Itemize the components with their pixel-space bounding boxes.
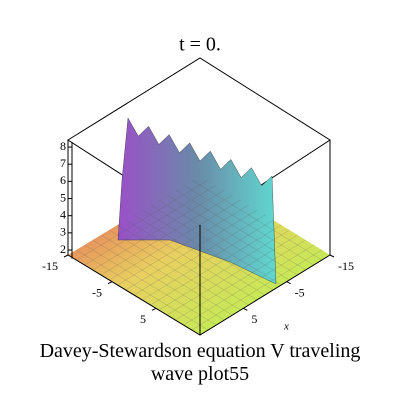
mesh-line xyxy=(158,199,290,281)
z-tick-label: 3 xyxy=(60,225,66,239)
x-tick xyxy=(243,307,248,311)
mesh-line xyxy=(175,189,306,271)
mesh-line xyxy=(175,239,306,321)
z-tick-label: 6 xyxy=(60,173,66,187)
surface-mesh xyxy=(76,179,322,331)
mesh-line xyxy=(191,249,322,331)
x-tick xyxy=(329,254,335,258)
mesh-line xyxy=(150,224,282,306)
y-tick xyxy=(151,307,157,311)
y-tick-label: 5 xyxy=(140,312,146,326)
y-tick-label: -15 xyxy=(42,259,58,273)
z-tick-label: 7 xyxy=(60,156,66,170)
x-axis-label: x xyxy=(283,321,289,333)
mesh-line xyxy=(142,219,274,301)
y-tick-label: -5 xyxy=(92,285,102,299)
z-tick-label: 5 xyxy=(60,190,66,204)
mesh-line xyxy=(183,184,314,266)
z-tick-label: 4 xyxy=(60,207,66,221)
x-tick-label: 5 xyxy=(251,312,257,326)
mesh-line xyxy=(142,209,274,291)
mesh-line xyxy=(191,179,322,261)
mesh-line xyxy=(150,204,282,286)
mesh-line xyxy=(183,244,314,326)
mesh-line xyxy=(158,229,290,311)
caption: Davey-Stewardson equation V traveling wa… xyxy=(39,340,361,385)
y-tick xyxy=(63,254,69,258)
z-tick-label: 8 xyxy=(60,139,66,153)
chart: t = 0. 2 3 4 5 6 7 8 -15 -5 5 -15 -5 5 x xyxy=(42,34,354,336)
mesh-line xyxy=(166,234,298,316)
x-tick-label: -15 xyxy=(338,259,354,273)
chart-title: t = 0. xyxy=(179,34,221,56)
mesh-line xyxy=(166,194,298,276)
y-tick xyxy=(107,281,113,285)
z-tick-label: 2 xyxy=(60,242,66,256)
x-tick xyxy=(286,281,291,285)
x-tick-label: -5 xyxy=(295,285,305,299)
